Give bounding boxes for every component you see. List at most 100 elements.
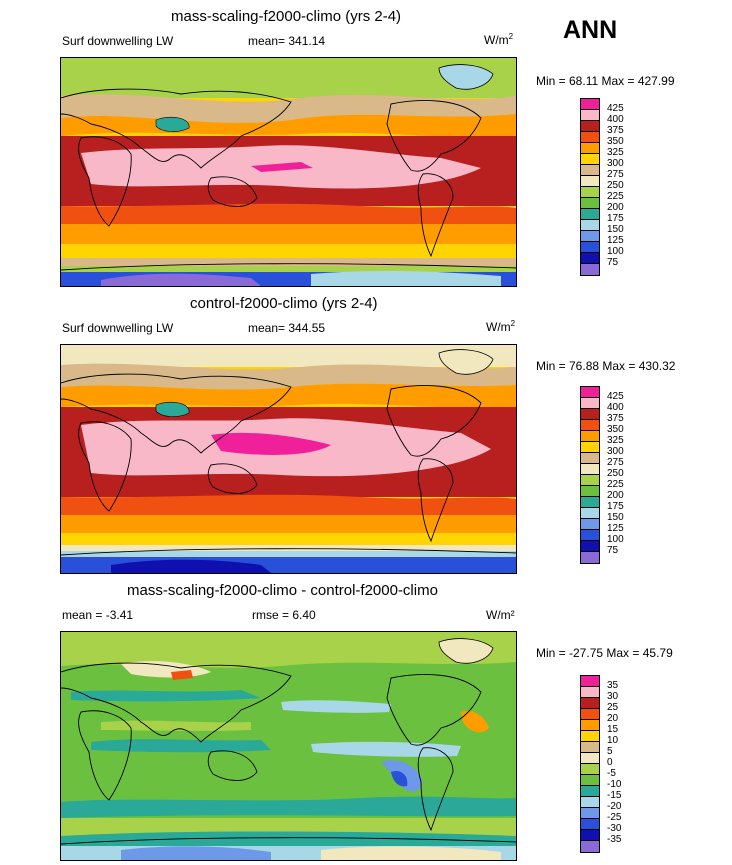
panel3-map bbox=[60, 631, 517, 861]
cbar-tick: 225 bbox=[607, 479, 624, 490]
panel2-minmax: Min = 76.88 Max = 430.32 bbox=[536, 359, 676, 373]
cbar-tick: 150 bbox=[607, 512, 624, 523]
panel2-colorbar bbox=[580, 386, 600, 564]
cbar-tick: 20 bbox=[607, 713, 619, 724]
panel1-swatch-125 bbox=[581, 231, 599, 242]
cbar-tick: 125 bbox=[607, 523, 624, 534]
panel1-variable: Surf downwelling LW bbox=[62, 34, 174, 48]
panel3-swatch-0 bbox=[581, 753, 599, 764]
panel2-variable: Surf downwelling LW bbox=[62, 321, 174, 335]
panel1-units: W/m2 bbox=[484, 32, 513, 47]
panel2-swatch-200 bbox=[581, 486, 599, 497]
panel2-swatch-350 bbox=[581, 420, 599, 431]
panel1-swatch-300 bbox=[581, 154, 599, 165]
panel3-title: mass-scaling-f2000-climo - control-f2000… bbox=[127, 582, 438, 599]
cbar-tick: -30 bbox=[607, 823, 622, 834]
cbar-tick: -5 bbox=[607, 768, 616, 779]
panel3-swatch-m25 bbox=[581, 808, 599, 819]
cbar-tick: -20 bbox=[607, 801, 622, 812]
cbar-tick: 15 bbox=[607, 724, 619, 735]
panel3-units: W/m² bbox=[486, 608, 515, 622]
panel3-swatch-min bbox=[581, 841, 599, 852]
cbar-tick: 175 bbox=[607, 501, 624, 512]
panel3-colorbar bbox=[580, 675, 600, 853]
cbar-tick: 225 bbox=[607, 191, 624, 202]
cbar-tick: 25 bbox=[607, 702, 619, 713]
panel2-mean: mean= 344.55 bbox=[248, 321, 325, 335]
panel1-units-base: W/m bbox=[484, 33, 509, 47]
panel1-swatch-250 bbox=[581, 176, 599, 187]
panel1-swatch-325 bbox=[581, 143, 599, 154]
panel2-swatch-375 bbox=[581, 409, 599, 420]
panel3-swatch-35 bbox=[581, 676, 599, 687]
cbar-tick: 275 bbox=[607, 169, 624, 180]
cbar-tick: 325 bbox=[607, 147, 624, 158]
cbar-tick: 350 bbox=[607, 136, 624, 147]
panel3-swatch-15 bbox=[581, 720, 599, 731]
panel2-mean-value: 344.55 bbox=[288, 321, 326, 335]
panel3-swatch-m15 bbox=[581, 786, 599, 797]
panel3-swatch-m30 bbox=[581, 819, 599, 830]
panel2-colorbar-labels: 425 400 375 350 325 300 275 250 225 200 … bbox=[607, 391, 624, 556]
cbar-tick: 5 bbox=[607, 746, 613, 757]
panel2-swatch-425 bbox=[581, 387, 599, 398]
panel1-mean-label: mean= bbox=[248, 34, 286, 48]
cbar-tick: 350 bbox=[607, 424, 624, 435]
cbar-tick: 325 bbox=[607, 435, 624, 446]
panel2-swatch-100 bbox=[581, 530, 599, 541]
panel2-swatch-275 bbox=[581, 453, 599, 464]
cbar-tick: 30 bbox=[607, 691, 619, 702]
panel1-units-sup: 2 bbox=[508, 32, 514, 41]
cbar-tick: -25 bbox=[607, 812, 622, 823]
cbar-tick: 100 bbox=[607, 246, 624, 257]
cbar-tick: -35 bbox=[607, 834, 622, 845]
panel1-map bbox=[60, 57, 517, 287]
panel1-swatch-400 bbox=[581, 110, 599, 121]
panel2-swatch-325 bbox=[581, 431, 599, 442]
panel3-minmax: Min = -27.75 Max = 45.79 bbox=[536, 646, 673, 660]
cbar-tick: 275 bbox=[607, 457, 624, 468]
cbar-tick: 250 bbox=[607, 468, 624, 479]
panel1-swatch-100 bbox=[581, 242, 599, 253]
panel1-swatch-75 bbox=[581, 253, 599, 264]
cbar-tick: 425 bbox=[607, 103, 624, 114]
panel1-swatch-175 bbox=[581, 209, 599, 220]
panel2-swatch-400 bbox=[581, 398, 599, 409]
panel2-swatch-250 bbox=[581, 464, 599, 475]
cbar-tick: 75 bbox=[607, 257, 619, 268]
cbar-tick: 125 bbox=[607, 235, 624, 246]
panel1-minmax: Min = 68.11 Max = 427.99 bbox=[536, 74, 675, 88]
panel3-swatch-m10 bbox=[581, 775, 599, 786]
panel3-swatch-5 bbox=[581, 742, 599, 753]
panel1-swatch-225 bbox=[581, 187, 599, 198]
panel2-swatch-75 bbox=[581, 541, 599, 552]
panel2-mean-label: mean= bbox=[248, 321, 286, 335]
cbar-tick: 35 bbox=[607, 680, 619, 691]
cbar-tick: 0 bbox=[607, 757, 613, 768]
panel2-swatch-300 bbox=[581, 442, 599, 453]
panel2-swatch-125 bbox=[581, 519, 599, 530]
cbar-tick: 75 bbox=[607, 545, 619, 556]
panel3-mean: mean = -3.41 bbox=[62, 608, 134, 622]
panel1-swatch-150 bbox=[581, 220, 599, 231]
panel3-swatch-25 bbox=[581, 698, 599, 709]
cbar-tick: 375 bbox=[607, 413, 624, 424]
panel2-swatch-175 bbox=[581, 497, 599, 508]
panel2-units: W/m2 bbox=[486, 319, 515, 334]
cbar-tick: 200 bbox=[607, 490, 624, 501]
cbar-tick: 150 bbox=[607, 224, 624, 235]
panel2-title: control-f2000-climo (yrs 2-4) bbox=[190, 295, 378, 312]
panel1-swatch-200 bbox=[581, 198, 599, 209]
cbar-tick: 200 bbox=[607, 202, 624, 213]
panel2-swatch-min bbox=[581, 552, 599, 563]
panel1-colorbar-labels: 425 400 375 350 325 300 275 250 225 200 … bbox=[607, 103, 624, 268]
panel3-swatch-m5 bbox=[581, 764, 599, 775]
panel1-colorbar bbox=[580, 98, 600, 276]
panel3-colorbar-labels: 35 30 25 20 15 10 5 0 -5 -10 -15 -20 -25… bbox=[607, 680, 621, 845]
panel1-swatch-275 bbox=[581, 165, 599, 176]
cbar-tick: 175 bbox=[607, 213, 624, 224]
panel2-swatch-225 bbox=[581, 475, 599, 486]
season-label: ANN bbox=[563, 16, 618, 44]
panel3-swatch-20 bbox=[581, 709, 599, 720]
panel2-swatch-150 bbox=[581, 508, 599, 519]
